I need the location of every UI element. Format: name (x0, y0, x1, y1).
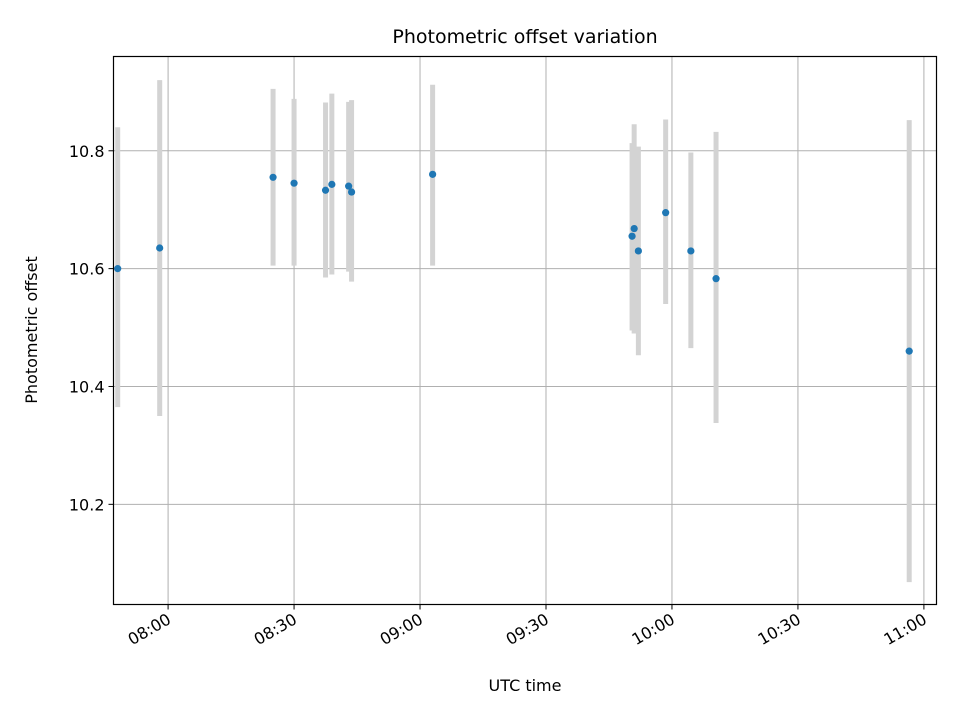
data-point (269, 173, 277, 181)
y-tick-label: 10.2 (69, 495, 105, 514)
data-point (628, 232, 636, 240)
data-point (345, 182, 353, 190)
data-point (712, 275, 720, 283)
data-point (156, 244, 164, 252)
y-tick-label: 10.4 (69, 377, 105, 396)
data-point (634, 247, 642, 255)
data-point (321, 186, 330, 194)
data-point (328, 180, 336, 188)
data-point (905, 347, 913, 355)
x-axis-label: UTC time (489, 676, 562, 695)
data-point (662, 209, 670, 217)
data-point (687, 247, 695, 255)
data-point (114, 265, 122, 273)
point-layer (114, 170, 913, 355)
chart-title: Photometric offset variation (392, 26, 657, 48)
y-axis-label: Photometric offset (22, 256, 41, 404)
data-point (290, 179, 298, 187)
y-tick-label: 10.6 (69, 260, 105, 279)
y-tick-label: 10.8 (69, 142, 105, 161)
plot-frame (112, 55, 938, 606)
data-point (630, 224, 638, 233)
data-point (347, 188, 356, 196)
data-point (429, 170, 437, 178)
